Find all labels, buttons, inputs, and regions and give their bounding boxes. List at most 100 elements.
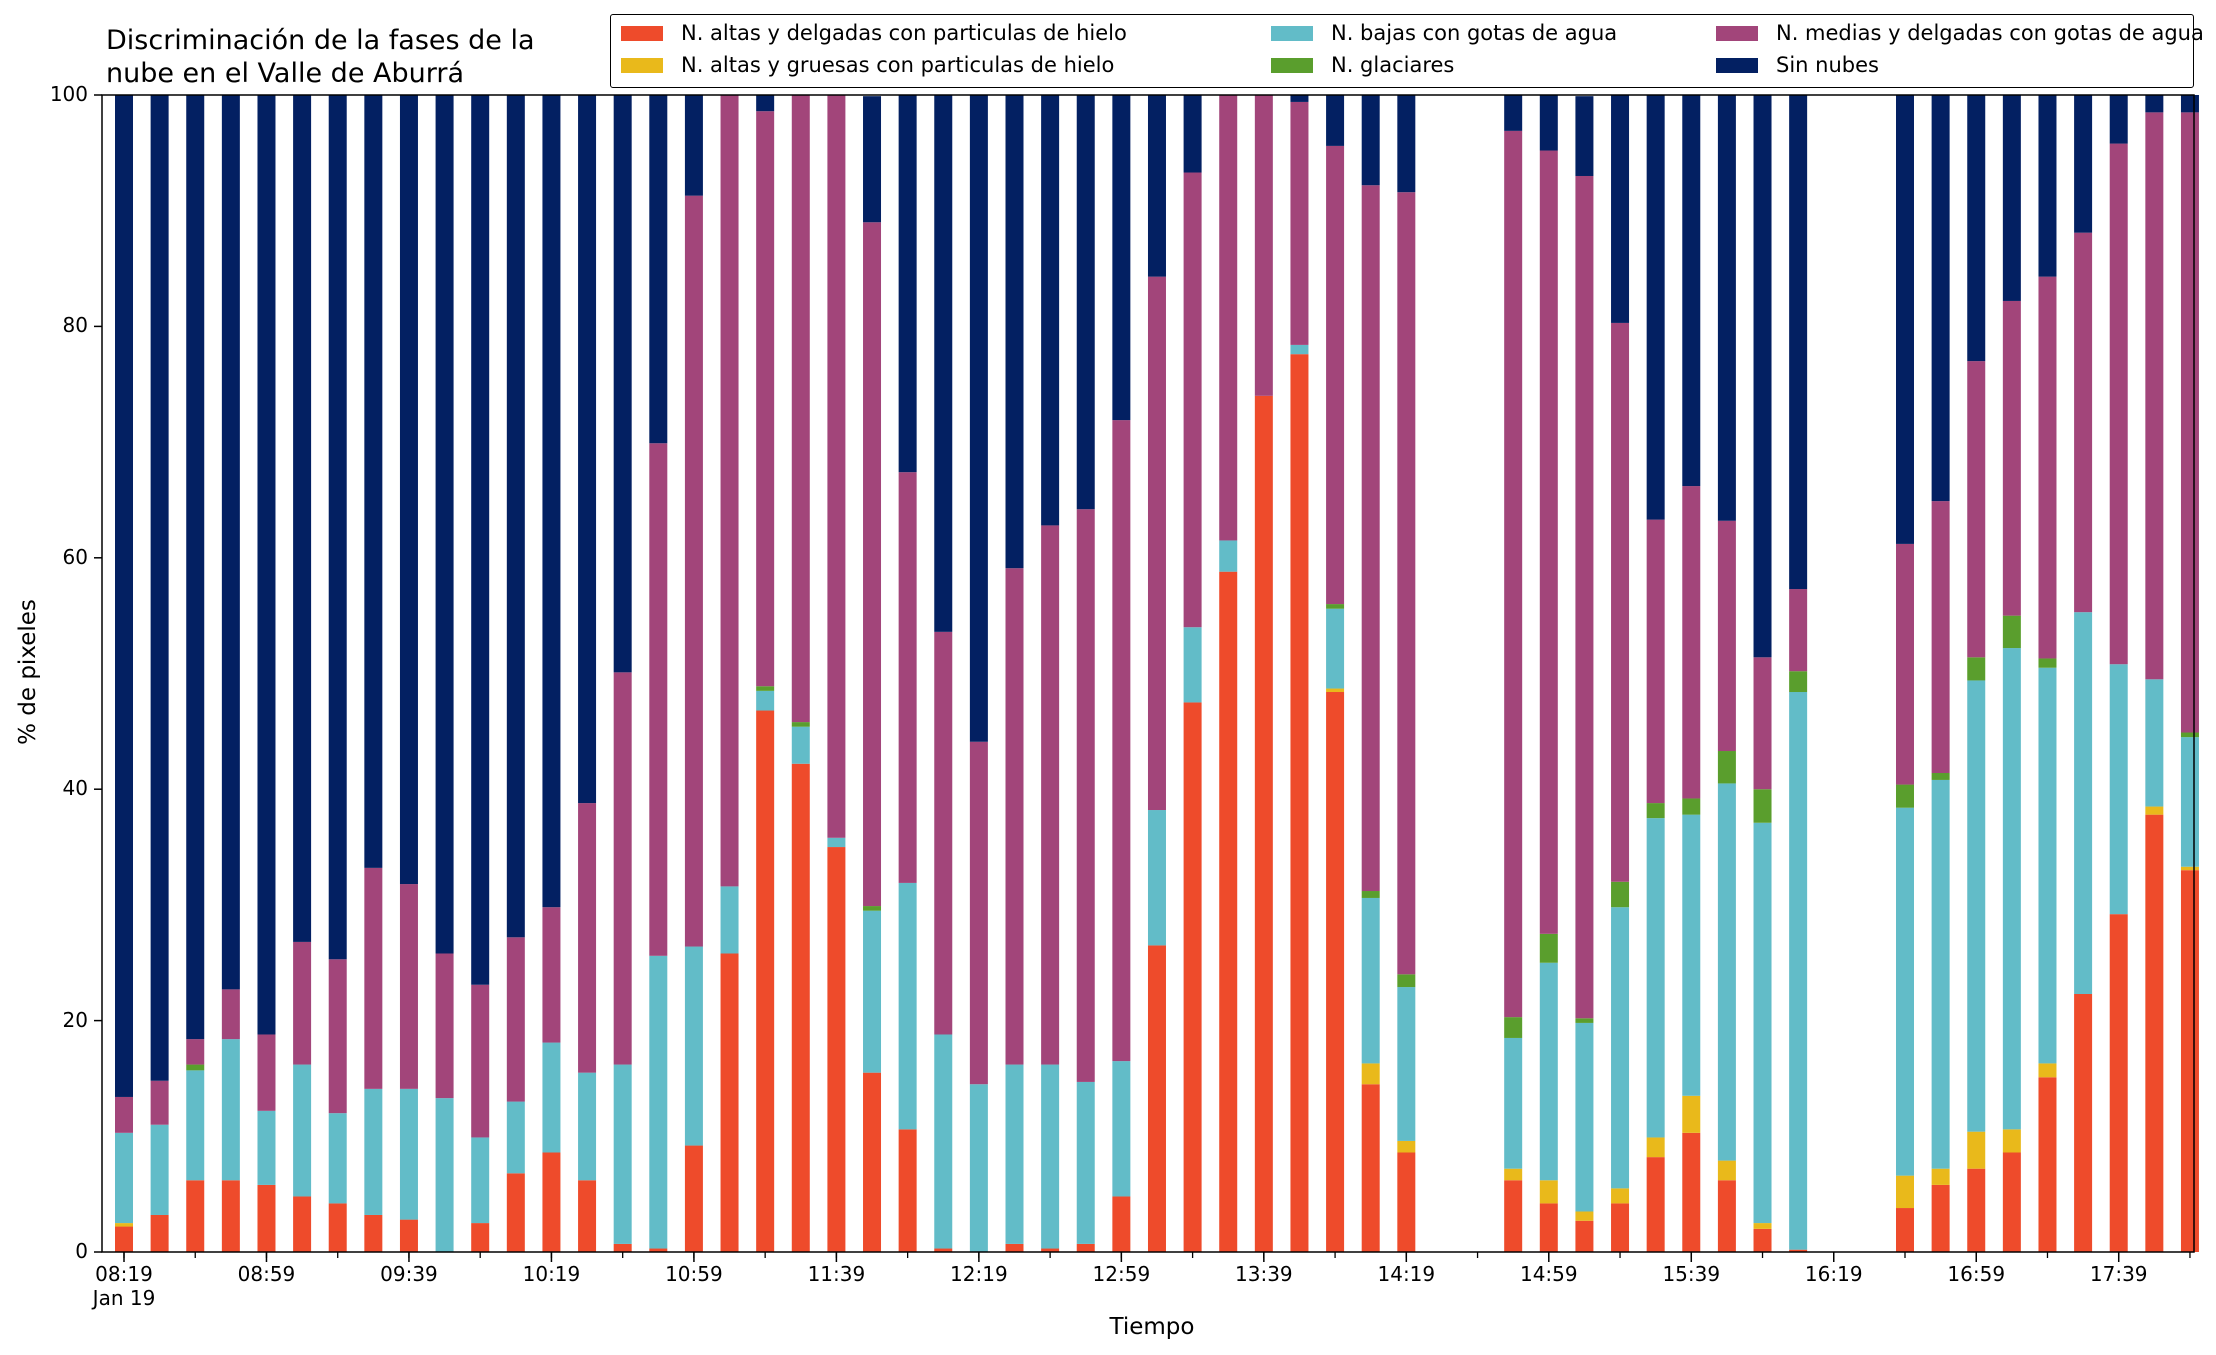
legend-label: N. bajas con gotas de agua xyxy=(1331,21,1618,45)
bar-segment-s4-t32 xyxy=(1254,95,1273,396)
bar-segment-s2-t13 xyxy=(578,1072,597,1181)
bar-segment-s1-t44 xyxy=(1682,1095,1701,1133)
bar-segment-s0-t3 xyxy=(221,1180,240,1252)
bar-segment-s3-t45 xyxy=(1717,751,1736,784)
bar-segment-s0-t36 xyxy=(1397,1152,1416,1252)
bar-segment-s2-t1 xyxy=(150,1124,169,1215)
bar-segment-s2-t42 xyxy=(1611,907,1630,1189)
y-tick-label: 100 xyxy=(49,82,88,106)
bar-segment-s2-t18 xyxy=(756,690,775,711)
bar-segment-s4-t35 xyxy=(1361,185,1380,892)
bar-segment-s0-t10 xyxy=(471,1223,490,1252)
bar-segment-s5-t10 xyxy=(471,95,490,985)
bar-segment-s2-t46 xyxy=(1753,822,1772,1224)
bar-segment-s4-t46 xyxy=(1753,657,1772,790)
bar-segment-s5-t29 xyxy=(1147,95,1166,277)
bar-segment-s2-t44 xyxy=(1682,814,1701,1096)
bar-segment-s5-t21 xyxy=(863,96,882,223)
bar-segment-s0-t40 xyxy=(1539,1203,1558,1252)
bar-segment-s4-t16 xyxy=(684,195,703,947)
bar-segment-s5-t40 xyxy=(1539,95,1558,151)
bar-segment-s0-t12 xyxy=(542,1152,561,1252)
bar-segment-s4-t10 xyxy=(471,984,490,1138)
legend-swatch xyxy=(621,57,663,73)
bar-segment-s2-t11 xyxy=(506,1101,525,1174)
bar-segment-s4-t29 xyxy=(1147,276,1166,811)
x-tick-label: 12:19 xyxy=(950,1262,1008,1286)
legend-label: N. altas y delgadas con particulas de hi… xyxy=(681,21,1127,45)
bar-segment-s4-t2 xyxy=(186,1039,205,1065)
bar-segment-s2-t30 xyxy=(1183,627,1202,703)
bar-segment-s1-t51 xyxy=(1931,1168,1950,1185)
legend-swatch xyxy=(1716,57,1758,73)
bar-segment-s5-t25 xyxy=(1005,95,1024,569)
bar-segment-s4-t42 xyxy=(1611,322,1630,882)
bar-segment-s2-t16 xyxy=(684,946,703,1146)
bar-segment-s3-t41 xyxy=(1575,1018,1594,1023)
bar-segment-s0-t41 xyxy=(1575,1220,1594,1252)
bar-segment-s1-t45 xyxy=(1717,1160,1736,1181)
bar-segment-s4-t53 xyxy=(2002,300,2021,616)
bar-segment-s2-t21 xyxy=(863,910,882,1073)
x-tick-label: 08:59 xyxy=(237,1262,296,1286)
bar-segment-s2-t57 xyxy=(2145,679,2164,807)
bar-segment-s0-t46 xyxy=(1753,1228,1772,1252)
bar-segment-s0-t16 xyxy=(684,1145,703,1252)
bar-segment-s4-t14 xyxy=(613,672,632,1065)
bar-segment-s3-t40 xyxy=(1539,933,1558,963)
legend-swatch xyxy=(1271,25,1313,41)
y-tick-label: 20 xyxy=(62,1007,88,1032)
bar-segment-s2-t29 xyxy=(1147,810,1166,946)
bar-segment-s0-t23 xyxy=(934,1248,953,1252)
bar-segment-s4-t7 xyxy=(364,867,383,1089)
bar-segment-s4-t45 xyxy=(1717,520,1736,752)
bar-segment-s2-t55 xyxy=(2074,612,2093,994)
x-tick-label: 15:39 xyxy=(1662,1262,1721,1286)
bar-segment-s0-t2 xyxy=(186,1180,205,1252)
bar-segment-s1-t58 xyxy=(2180,866,2199,871)
bar-segment-s2-t50 xyxy=(1896,807,1914,1176)
bar-segment-s0-t19 xyxy=(791,763,810,1252)
bar-segment-s3-t58 xyxy=(2180,732,2199,738)
bar-segment-s5-t58 xyxy=(2180,95,2199,113)
legend-swatch xyxy=(1716,25,1758,41)
bar-segment-s5-t3 xyxy=(221,95,240,990)
bar-segment-s3-t19 xyxy=(791,722,810,727)
bar-segment-s0-t7 xyxy=(364,1214,383,1252)
bar-segment-s4-t31 xyxy=(1219,95,1238,541)
bar-segment-s2-t47 xyxy=(1789,692,1808,1250)
bar-segment-s4-t33 xyxy=(1290,101,1309,345)
bar-segment-s2-t51 xyxy=(1931,779,1950,1169)
bar-segment-s4-t36 xyxy=(1397,192,1416,975)
bar-segment-s0-t52 xyxy=(1967,1168,1986,1252)
x-tick-label: 16:59 xyxy=(1947,1262,2006,1286)
bar-segment-s4-t41 xyxy=(1575,175,1594,1019)
bar-segment-s3-t53 xyxy=(2002,615,2021,649)
bar-segment-s5-t57 xyxy=(2145,95,2164,113)
bar-segment-s4-t20 xyxy=(827,95,846,838)
bar-segment-s0-t35 xyxy=(1361,1084,1380,1252)
y-tick-label: 60 xyxy=(62,544,88,569)
bar-segment-s3-t39 xyxy=(1504,1017,1523,1038)
bar-segment-s5-t9 xyxy=(435,95,454,954)
bar-segment-s5-t53 xyxy=(2002,95,2021,301)
bar-segment-s4-t44 xyxy=(1682,486,1701,799)
bar-segment-s0-t4 xyxy=(257,1184,276,1252)
bar-segment-s5-t28 xyxy=(1112,95,1131,421)
bar-segment-s4-t28 xyxy=(1112,420,1131,1062)
bar-segment-s5-t18 xyxy=(756,95,775,112)
bar-segment-s2-t9 xyxy=(435,1098,454,1252)
bar-segment-s4-t25 xyxy=(1005,568,1024,1065)
bar-segment-s2-t52 xyxy=(1967,680,1986,1132)
bar-segment-s5-t5 xyxy=(293,95,312,942)
bar-segment-s1-t53 xyxy=(2002,1129,2021,1153)
x-tick-date-label: Jan 19 xyxy=(92,1286,156,1310)
bar-segment-s2-t28 xyxy=(1112,1061,1131,1197)
bar-segment-s2-t58 xyxy=(2180,737,2199,867)
bar-segment-s1-t41 xyxy=(1575,1211,1594,1221)
bar-segment-s1-t52 xyxy=(1967,1131,1986,1169)
bar-segment-s3-t54 xyxy=(2038,658,2057,668)
x-tick-label: 17:39 xyxy=(2089,1262,2148,1286)
bar-segment-s4-t17 xyxy=(720,95,739,887)
